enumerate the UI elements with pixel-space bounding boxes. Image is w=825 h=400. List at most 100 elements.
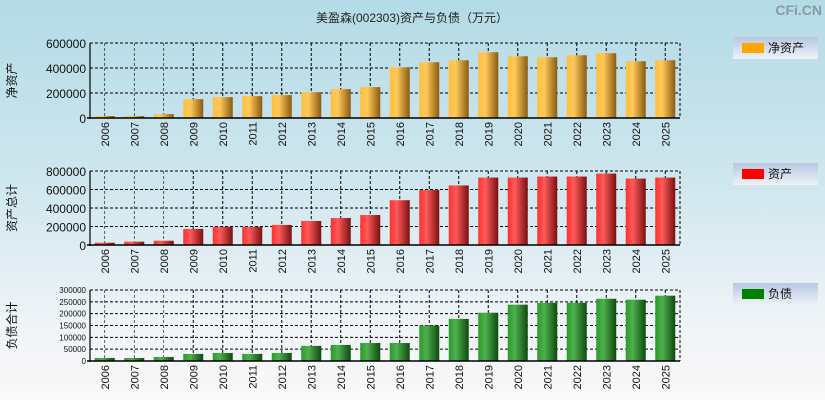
bar-2024: [625, 178, 646, 245]
bar-2007: [124, 357, 145, 361]
y-tick-label: 800000: [46, 165, 86, 179]
x-tick-label: 2008: [159, 365, 171, 389]
y-tick-label: 50000: [64, 345, 87, 354]
legend: 负债: [733, 283, 818, 305]
bar-2009: [183, 228, 204, 245]
x-tick-label: 2014: [336, 249, 348, 273]
x-tick-label: 2017: [424, 365, 436, 389]
bar-2015: [360, 215, 381, 245]
x-tick-label: 2025: [660, 365, 672, 389]
bar-2014: [330, 344, 351, 361]
panel-1: 0 200000 400000 600000 800000 2006 2007 2008 200…: [5, 163, 818, 273]
bar-2023: [596, 298, 617, 361]
x-tick-label: 2023: [601, 365, 613, 389]
x-tick-label: 2021: [542, 249, 554, 273]
x-tick-label: 2019: [483, 122, 495, 146]
y-axis-label: 资产总计: [5, 184, 19, 232]
x-tick-label: 2023: [601, 249, 613, 273]
x-tick-label: 2022: [572, 122, 584, 146]
x-tick-label: 2021: [542, 122, 554, 146]
bar-2019: [478, 177, 499, 245]
bar-2010: [212, 97, 233, 118]
x-tick-label: 2006: [100, 122, 112, 146]
x-tick-label: 2014: [336, 365, 348, 389]
x-tick-label: 2007: [129, 122, 141, 146]
y-axis-label: 负债合计: [4, 301, 19, 349]
x-tick-label: 2020: [513, 365, 525, 389]
legend-box: [733, 283, 818, 305]
bar-2019: [478, 52, 499, 118]
x-tick-label: 2010: [218, 249, 230, 273]
x-tick-label: 2016: [395, 249, 407, 273]
x-tick-label: 2025: [660, 249, 672, 273]
y-tick-label: 150000: [59, 322, 86, 331]
bar-2025: [655, 177, 676, 245]
legend: 净资产: [733, 37, 818, 59]
bar-2025: [655, 60, 676, 118]
legend-swatch: [742, 43, 764, 53]
bar-2025: [655, 295, 676, 361]
x-tick-label: 2020: [513, 122, 525, 146]
bar-2006: [94, 242, 115, 245]
bar-2011: [242, 226, 263, 245]
bar-2011: [242, 353, 263, 361]
x-tick-label: 2018: [454, 122, 466, 146]
x-tick-label: 2012: [277, 249, 289, 273]
x-tick-label: 2014: [336, 122, 348, 146]
watermark: CFi.CN: [775, 2, 822, 18]
bar-2017: [419, 190, 440, 245]
bar-2018: [448, 60, 469, 118]
bar-2021: [537, 176, 558, 245]
bar-2017: [419, 325, 440, 361]
x-tick-label: 2006: [100, 249, 112, 273]
y-tick-label: 400000: [46, 62, 86, 76]
bar-2015: [360, 343, 381, 361]
bar-2012: [271, 352, 292, 361]
legend-box: [733, 163, 818, 185]
x-tick-label: 2024: [631, 365, 643, 389]
x-tick-label: 2019: [483, 365, 495, 389]
x-tick-label: 2013: [306, 365, 318, 389]
bar-2013: [301, 345, 322, 361]
x-tick-label: 2016: [395, 365, 407, 389]
bar-2018: [448, 185, 469, 245]
panel-2: 0 50000 100000 150000 200000 250000 300000 2006…: [4, 283, 818, 389]
bar-2006: [94, 357, 115, 361]
x-tick-label: 2025: [660, 122, 672, 146]
y-tick-label: 600000: [46, 37, 86, 51]
bar-2010: [212, 352, 233, 361]
y-tick-label: 0: [79, 239, 86, 253]
x-tick-label: 2011: [247, 249, 259, 273]
x-tick-label: 2020: [513, 249, 525, 273]
bar-2013: [301, 220, 322, 245]
bar-2007: [124, 241, 145, 245]
bar-2009: [183, 99, 204, 118]
y-axis-label: 净资产: [5, 62, 19, 98]
bar-2008: [153, 356, 174, 361]
legend-label: 净资产: [768, 41, 804, 55]
x-tick-label: 2007: [129, 365, 141, 389]
x-tick-label: 2017: [424, 122, 436, 146]
x-tick-label: 2011: [247, 365, 259, 389]
bar-2021: [537, 57, 558, 118]
legend-label: 资产: [768, 167, 792, 181]
bar-2009: [183, 353, 204, 361]
y-tick-label: 200000: [46, 87, 86, 101]
y-tick-label: 200000: [59, 310, 86, 319]
legend-box: [733, 37, 818, 59]
x-tick-label: 2009: [188, 122, 200, 146]
y-tick-label: 400000: [46, 202, 86, 216]
y-tick-label: 300000: [59, 286, 86, 295]
x-tick-label: 2015: [365, 122, 377, 146]
bar-2013: [301, 92, 322, 118]
bar-2022: [566, 176, 587, 245]
y-tick-label: 200000: [46, 221, 86, 235]
bar-2016: [389, 200, 410, 245]
y-tick-label: 100000: [59, 333, 86, 342]
x-tick-label: 2016: [395, 122, 407, 146]
x-tick-label: 2015: [365, 249, 377, 273]
x-tick-label: 2008: [159, 249, 171, 273]
x-tick-label: 2012: [277, 365, 289, 389]
x-tick-label: 2015: [365, 365, 377, 389]
